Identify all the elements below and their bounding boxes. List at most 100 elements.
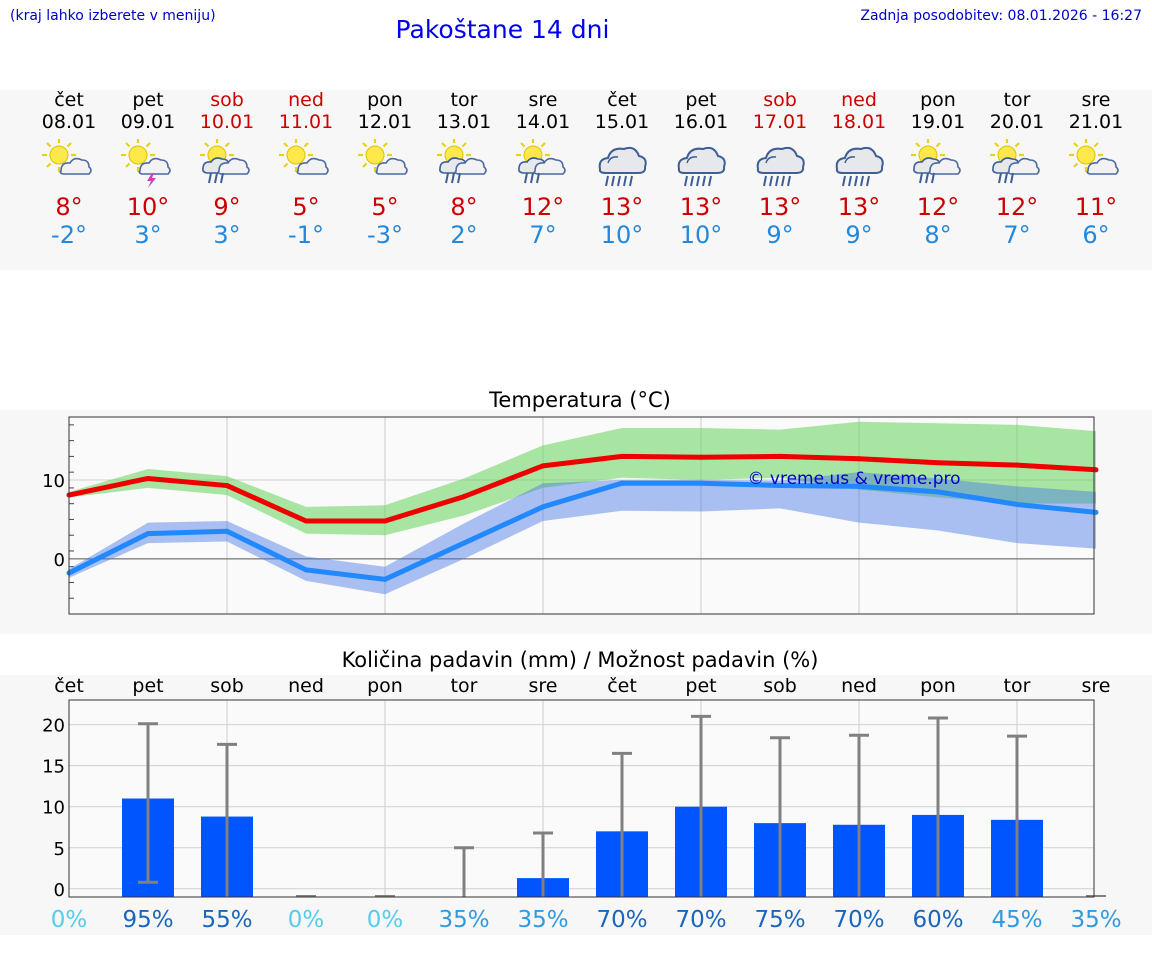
x-tick-label: čet bbox=[607, 675, 637, 697]
forecast-day: sob 17.01 13° 9° bbox=[740, 89, 820, 249]
day-date: 12.01 bbox=[357, 111, 413, 133]
forecast-day: pon 19.01 12° 8° bbox=[898, 89, 978, 249]
sun-cloud-rain-icon bbox=[436, 138, 492, 189]
precipitation-probability: 70% bbox=[596, 907, 647, 933]
page-title: Pakoštane 14 dni bbox=[395, 15, 610, 44]
min-temperature: 2° bbox=[450, 221, 478, 249]
forecast-day: ned 11.01 5° -1° bbox=[266, 89, 346, 249]
precipitation-probability: 0% bbox=[288, 907, 325, 933]
max-temperature-point bbox=[303, 518, 309, 524]
y-tick-label: 0 bbox=[54, 880, 65, 901]
precipitation-probability: 70% bbox=[675, 907, 726, 933]
max-temperature-point bbox=[619, 453, 625, 459]
precipitation-probability: 35% bbox=[438, 907, 489, 933]
cloud-rain-icon bbox=[594, 139, 650, 189]
min-temperature: 10° bbox=[679, 221, 723, 249]
forecast-day: ned 18.01 13° 9° bbox=[819, 89, 899, 249]
min-temperature-point bbox=[1014, 501, 1020, 507]
precipitation-chart-title: Količina padavin (mm) / Možnost padavin … bbox=[341, 648, 819, 672]
sun-cloud-icon bbox=[278, 138, 334, 189]
y-tick-label: 0 bbox=[54, 550, 65, 571]
x-tick-label: tor bbox=[1004, 675, 1031, 697]
day-name: čet bbox=[54, 89, 84, 111]
sun-cloud-rain-icon bbox=[199, 138, 255, 189]
max-temperature-point bbox=[382, 518, 388, 524]
min-temperature: 3° bbox=[134, 221, 162, 249]
min-temperature-point bbox=[698, 480, 704, 486]
max-temperature: 12° bbox=[995, 193, 1039, 221]
day-name: sre bbox=[528, 89, 558, 111]
day-date: 20.01 bbox=[989, 111, 1045, 133]
min-temperature: 9° bbox=[845, 221, 873, 249]
day-name: tor bbox=[1003, 89, 1031, 111]
max-temperature-point bbox=[777, 453, 783, 459]
forecast-day: pon 12.01 5° -3° bbox=[345, 89, 425, 249]
max-temperature-line bbox=[68, 453, 1097, 524]
sun-cloud-rain-icon bbox=[515, 138, 571, 189]
min-temperature-point bbox=[145, 531, 151, 537]
max-temperature-point bbox=[935, 460, 941, 466]
sun-cloud-icon bbox=[357, 138, 413, 189]
max-temperature: 12° bbox=[521, 193, 565, 221]
min-temperature: 3° bbox=[213, 221, 241, 249]
precipitation-probability: 55% bbox=[201, 907, 252, 933]
min-temperature: 7° bbox=[1003, 221, 1031, 249]
precipitation-probability: 35% bbox=[517, 907, 568, 933]
min-temperature-point bbox=[382, 576, 388, 582]
x-tick-label: ned bbox=[288, 675, 324, 697]
day-name: tor bbox=[450, 89, 478, 111]
min-temperature-point bbox=[461, 540, 467, 546]
y-tick-label: 10 bbox=[42, 798, 65, 819]
sun-cloud-icon bbox=[1068, 138, 1124, 189]
watermark: © vreme.us & vreme.pro bbox=[747, 469, 960, 489]
x-tick-label: sob bbox=[210, 675, 244, 697]
sun-cloud-icon bbox=[41, 138, 97, 189]
day-date: 16.01 bbox=[673, 111, 729, 133]
max-temperature: 8° bbox=[55, 193, 83, 221]
forecast-day: čet 15.01 13° 10° bbox=[582, 89, 662, 249]
min-temperature: 7° bbox=[529, 221, 557, 249]
day-date: 11.01 bbox=[278, 111, 334, 133]
day-name: pet bbox=[132, 89, 164, 111]
day-name: sob bbox=[763, 89, 797, 111]
max-temperature: 9° bbox=[213, 193, 241, 221]
forecast-day: tor 20.01 12° 7° bbox=[977, 89, 1057, 249]
forecast-day: pet 09.01 10° 3° bbox=[108, 89, 188, 249]
max-temperature-point bbox=[698, 454, 704, 460]
day-date: 10.01 bbox=[199, 111, 255, 133]
x-tick-label: sob bbox=[763, 675, 797, 697]
day-date: 15.01 bbox=[594, 111, 650, 133]
x-tick-label: sre bbox=[529, 675, 558, 697]
x-tick-label: čet bbox=[54, 675, 84, 697]
precipitation-probability: 0% bbox=[51, 907, 88, 933]
min-temperature-point bbox=[856, 483, 862, 489]
day-name: čet bbox=[607, 89, 637, 111]
x-tick-label: sre bbox=[1082, 675, 1111, 697]
forecast-day: sob 10.01 9° 3° bbox=[187, 89, 267, 249]
min-temperature-point bbox=[303, 567, 309, 573]
max-temperature: 5° bbox=[292, 193, 320, 221]
precipitation-probability: 95% bbox=[122, 907, 173, 933]
forecast-day: čet 08.01 8° -2° bbox=[29, 89, 109, 249]
x-tick-label: tor bbox=[451, 675, 478, 697]
forecast-day: pet 16.01 13° 10° bbox=[661, 89, 741, 249]
max-temperature: 13° bbox=[758, 193, 802, 221]
max-temperature: 10° bbox=[126, 193, 170, 221]
sun-cloud-thunder-icon bbox=[120, 138, 176, 189]
day-date: 17.01 bbox=[752, 111, 808, 133]
sun-cloud-rain-icon bbox=[989, 138, 1045, 189]
precipitation-probability: 60% bbox=[912, 907, 963, 933]
max-temperature: 8° bbox=[450, 193, 478, 221]
cloud-rain-icon bbox=[752, 139, 808, 189]
max-temperature-point bbox=[540, 463, 546, 469]
day-date: 09.01 bbox=[120, 111, 176, 133]
y-tick-label: 10 bbox=[42, 471, 65, 492]
precipitation-probability: 0% bbox=[367, 907, 404, 933]
precipitation-probability: 70% bbox=[833, 907, 884, 933]
day-date: 19.01 bbox=[910, 111, 966, 133]
day-name: sre bbox=[1081, 89, 1111, 111]
y-tick-label: 15 bbox=[42, 757, 65, 778]
y-tick-label: 20 bbox=[42, 716, 65, 737]
